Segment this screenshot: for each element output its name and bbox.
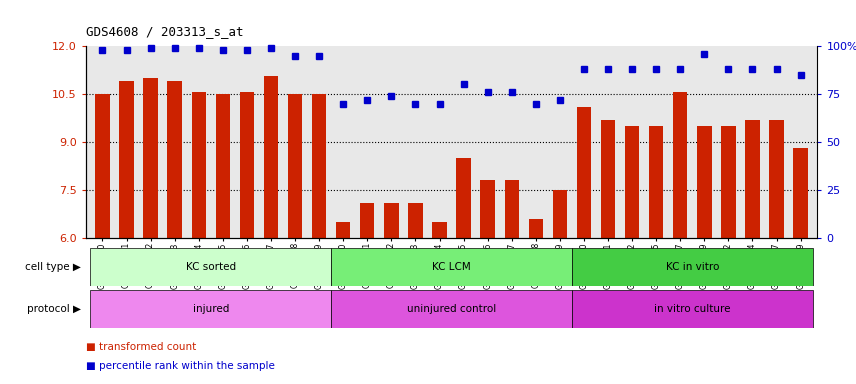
- Text: cell type ▶: cell type ▶: [26, 262, 81, 272]
- Bar: [432, 222, 447, 238]
- Bar: [770, 120, 784, 238]
- Bar: [91, 248, 331, 286]
- Bar: [649, 126, 663, 238]
- Bar: [625, 126, 639, 238]
- Bar: [312, 94, 326, 238]
- Bar: [746, 120, 760, 238]
- Bar: [264, 76, 278, 238]
- Bar: [572, 290, 812, 328]
- Bar: [601, 120, 615, 238]
- Text: ■ transformed count: ■ transformed count: [86, 342, 196, 352]
- Bar: [95, 94, 110, 238]
- Bar: [192, 93, 206, 238]
- Bar: [168, 81, 181, 238]
- Bar: [697, 126, 711, 238]
- Bar: [331, 248, 572, 286]
- Bar: [504, 180, 519, 238]
- Bar: [553, 190, 567, 238]
- Bar: [529, 219, 543, 238]
- Bar: [119, 81, 134, 238]
- Text: KC sorted: KC sorted: [186, 262, 236, 272]
- Bar: [480, 180, 495, 238]
- Bar: [240, 93, 254, 238]
- Bar: [288, 94, 302, 238]
- Text: KC LCM: KC LCM: [432, 262, 471, 272]
- Bar: [216, 94, 230, 238]
- Bar: [360, 203, 374, 238]
- Text: injured: injured: [193, 304, 229, 314]
- Bar: [143, 78, 158, 238]
- Text: uninjured control: uninjured control: [407, 304, 496, 314]
- Bar: [331, 290, 572, 328]
- Bar: [336, 222, 350, 238]
- Bar: [673, 93, 687, 238]
- Text: GDS4608 / 203313_s_at: GDS4608 / 203313_s_at: [86, 25, 243, 38]
- Bar: [384, 203, 399, 238]
- Text: protocol ▶: protocol ▶: [27, 304, 81, 314]
- Bar: [794, 149, 808, 238]
- Bar: [721, 126, 735, 238]
- Bar: [408, 203, 423, 238]
- Bar: [456, 158, 471, 238]
- Text: KC in vitro: KC in vitro: [666, 262, 719, 272]
- Bar: [577, 107, 591, 238]
- Text: ■ percentile rank within the sample: ■ percentile rank within the sample: [86, 361, 275, 371]
- Bar: [572, 248, 812, 286]
- Bar: [91, 290, 331, 328]
- Text: in vitro culture: in vitro culture: [654, 304, 730, 314]
